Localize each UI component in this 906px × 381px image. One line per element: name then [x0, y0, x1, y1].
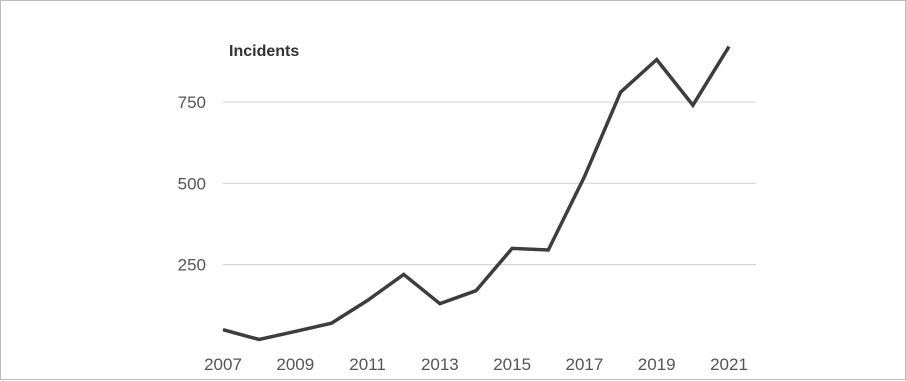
- series-group: [222, 45, 731, 342]
- series-line-0: [222, 45, 731, 342]
- x-tick-label: 2021: [710, 355, 748, 374]
- x-tick-label: 2011: [349, 355, 386, 374]
- y-axis-title: Incidents: [229, 43, 299, 60]
- y-tick-label: 250: [178, 256, 206, 275]
- x-tick-label: 2009: [276, 355, 314, 374]
- y-axis-ticks: 250 500 750: [178, 93, 206, 275]
- x-tick-label: 2007: [204, 355, 242, 374]
- x-axis-ticks: 2007 2009 2011 2013 2015 2017 2019 2021: [204, 355, 748, 374]
- gridlines: [223, 101, 756, 266]
- y-tick-label: 750: [178, 93, 206, 112]
- y-tick-label: 500: [178, 174, 206, 193]
- x-tick-label: 2019: [638, 355, 676, 374]
- x-tick-label: 2013: [421, 355, 459, 374]
- x-tick-label: 2015: [493, 355, 531, 374]
- x-tick-label: 2017: [566, 355, 604, 374]
